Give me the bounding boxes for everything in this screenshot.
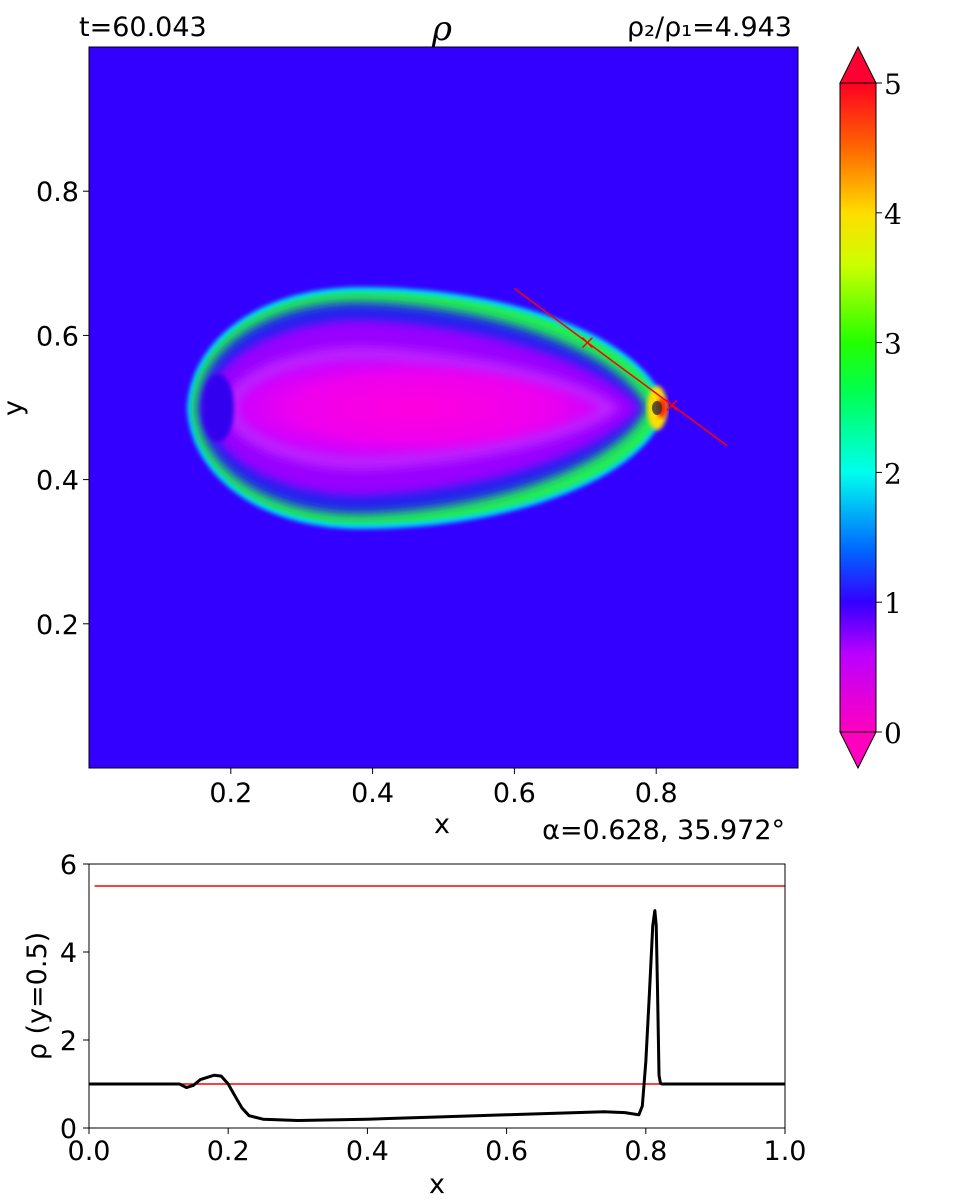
- y-tick-label: 6: [60, 850, 77, 881]
- heatmap-frame: [88, 46, 799, 769]
- shock-marker: [581, 337, 593, 349]
- shock-marker: [666, 399, 678, 411]
- heatmap-x-label: x: [434, 809, 450, 840]
- colorbar: 0 1 2 3 4 5: [839, 45, 902, 770]
- colorbar-tick-label: 5: [884, 68, 902, 101]
- x-tick-label: 0.2: [209, 778, 252, 809]
- y-tick-label: 0.4: [36, 466, 79, 497]
- x-tick-label: 0.6: [485, 1136, 528, 1167]
- time-label: t=60.043: [79, 12, 207, 43]
- marker-stroke: [581, 337, 593, 349]
- colorbar-tick-label: 4: [884, 198, 902, 231]
- colorbar-tick-label: 2: [884, 457, 902, 490]
- colorbar-tick-label: 1: [884, 587, 902, 620]
- x-tick-label: 0.0: [68, 1136, 111, 1167]
- line-plot-frame: [88, 863, 786, 1129]
- colorbar-gradient: [839, 82, 877, 733]
- y-tick-label: 4: [60, 938, 77, 969]
- reference-lines: [94, 885, 785, 1085]
- x-tick-label: 0.4: [351, 778, 394, 809]
- density-structure: [187, 287, 728, 529]
- heatmap-y-axis: 0.2 0.4 0.6 0.8: [36, 177, 89, 641]
- y-tick-label: 0.8: [36, 177, 79, 208]
- heatmap-x-axis: 0.2 0.4 0.6 0.8: [209, 768, 678, 809]
- colorbar-bottom-extension: [839, 731, 877, 770]
- line-y-axis: 0 2 4 6: [60, 850, 89, 1145]
- ratio-label: ρ₂/ρ₁=4.943: [627, 12, 792, 43]
- core-region: [238, 360, 600, 456]
- rear-blob: [202, 374, 234, 442]
- marker-stroke: [666, 399, 678, 411]
- y-tick-label: 0: [60, 1114, 77, 1145]
- line-y-label: ρ (y=0.5): [22, 932, 53, 1060]
- shock-markers: [581, 337, 678, 411]
- y-tick-label: 0.2: [36, 610, 79, 641]
- colorbar-tick-label: 3: [884, 328, 902, 361]
- heatmap-panel: 0.2 0.4 0.6 0.8 0.2 0.4 0.6 0.8 ρ t=60.043 ρ₂/…: [0, 9, 799, 846]
- y-tick-label: 2: [60, 1026, 77, 1057]
- heatmap-title: ρ: [431, 9, 452, 49]
- y-tick-label: 0.6: [36, 321, 79, 352]
- line-x-axis: 0.0 0.2 0.4 0.6 0.8 1.0: [68, 1128, 807, 1167]
- colorbar-ticks: 0 1 2 3 4 5: [876, 68, 902, 750]
- line-panel: 0.0 0.2 0.4 0.6 0.8 1.0 0 2 4 6 x ρ (y=0.5): [22, 850, 806, 1200]
- line-x-label: x: [429, 1169, 445, 1200]
- density-profile-line: [89, 909, 785, 1123]
- x-tick-label: 0.4: [346, 1136, 389, 1167]
- shock-fit-line: [513, 287, 728, 447]
- tip-dark: [652, 401, 662, 415]
- colorbar-tick-label: 0: [884, 717, 902, 750]
- x-tick-label: 0.8: [624, 1136, 667, 1167]
- x-tick-label: 0.8: [635, 778, 678, 809]
- colorbar-top-extension: [839, 45, 877, 84]
- x-tick-label: 1.0: [764, 1136, 807, 1167]
- x-tick-label: 0.2: [207, 1136, 250, 1167]
- angle-label: α=0.628, 35.972°: [542, 815, 785, 846]
- x-tick-label: 0.6: [493, 778, 536, 809]
- heatmap-y-label: y: [0, 400, 29, 416]
